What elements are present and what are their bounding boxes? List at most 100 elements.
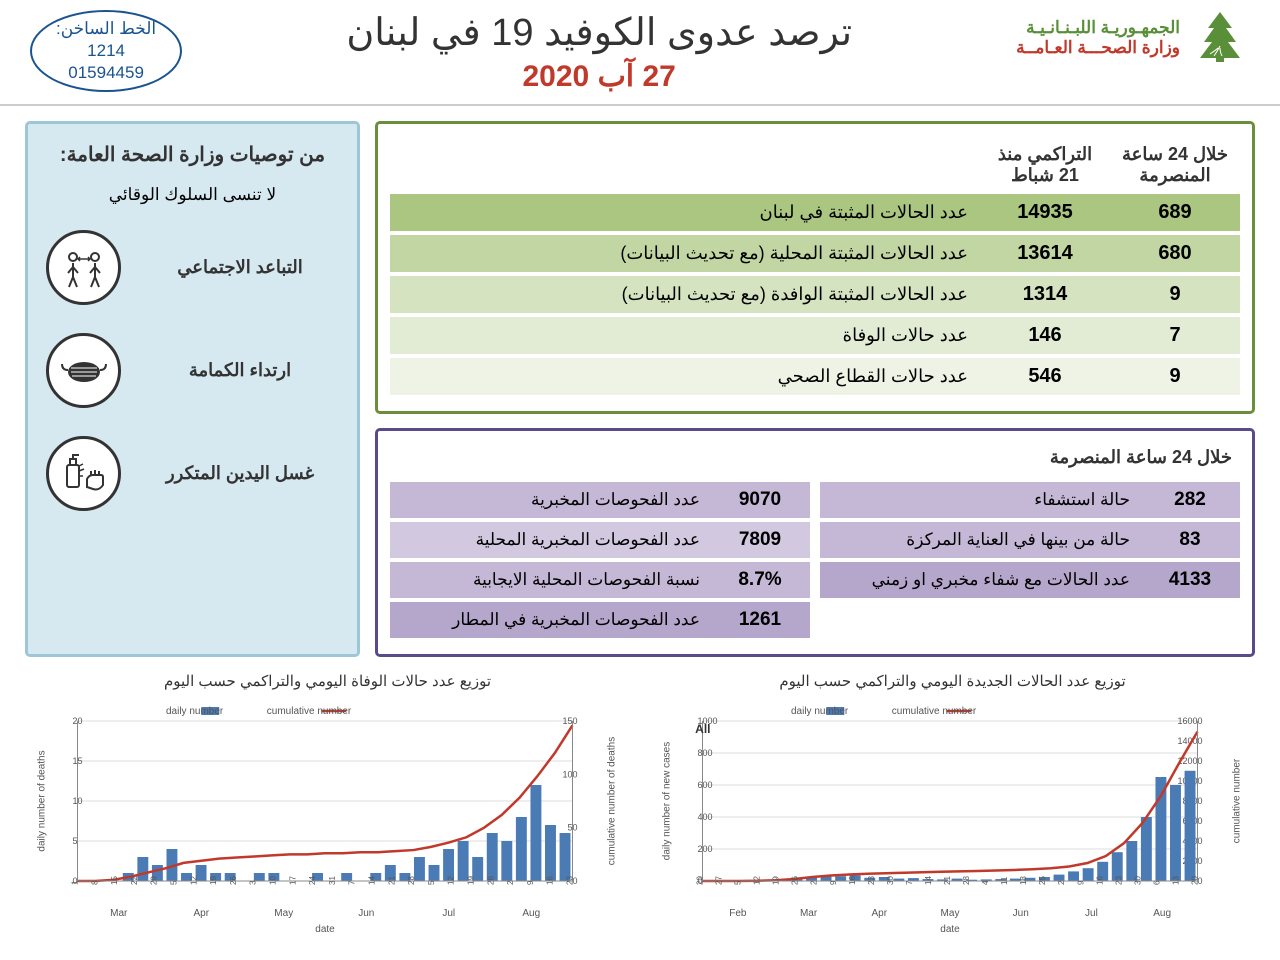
svg-text:daily number: daily number bbox=[791, 706, 849, 717]
svg-text:13: 13 bbox=[1171, 876, 1180, 885]
report-date: 27 آب 2020 bbox=[182, 59, 1016, 94]
svg-text:20: 20 bbox=[696, 876, 705, 885]
svg-text:28: 28 bbox=[407, 876, 416, 885]
svg-text:18: 18 bbox=[1019, 876, 1028, 885]
svg-text:19: 19 bbox=[772, 876, 781, 885]
val-24h: 680 bbox=[1110, 235, 1240, 272]
logo-text-line1: الجمهـوريـة اللبـنـانـيـة bbox=[1016, 18, 1180, 38]
svg-text:30: 30 bbox=[886, 876, 895, 885]
svg-text:6: 6 bbox=[1152, 880, 1161, 885]
val-24h: 9 bbox=[1110, 358, 1240, 395]
svg-text:3: 3 bbox=[249, 880, 258, 885]
svg-text:23: 23 bbox=[867, 876, 876, 885]
purple-row: 1261عدد الفحوصات المخبرية في المطار bbox=[390, 602, 810, 638]
svg-text:23: 23 bbox=[566, 876, 575, 885]
mask-icon bbox=[46, 333, 121, 408]
svg-text:21: 21 bbox=[387, 876, 396, 885]
svg-text:27: 27 bbox=[715, 876, 724, 885]
svg-text:26: 26 bbox=[791, 876, 800, 885]
purple-val: 9070 bbox=[710, 482, 810, 518]
svg-text:12: 12 bbox=[753, 876, 762, 885]
logo-block: الجمهـوريـة اللبـنـانـيـة وزارة الصحـــة… bbox=[1016, 10, 1250, 65]
svg-text:5: 5 bbox=[170, 880, 179, 885]
val-cum: 13614 bbox=[980, 235, 1110, 272]
col-cum: التراكمي منذ 21 شباط bbox=[980, 140, 1110, 190]
svg-text:2: 2 bbox=[1057, 880, 1066, 885]
val-24h: 689 bbox=[1110, 194, 1240, 231]
reco-item: ارتداء الكمامة bbox=[46, 333, 339, 408]
svg-text:12: 12 bbox=[189, 876, 198, 885]
charts-row: توزيع عدد الحالات الجديدة اليومي والتراك… bbox=[0, 672, 1280, 936]
page-title: ترصد عدوى الكوفيد 19 في لبنان bbox=[182, 10, 1016, 55]
svg-text:Mar: Mar bbox=[800, 908, 818, 919]
svg-text:100: 100 bbox=[562, 769, 577, 779]
svg-text:Apr: Apr bbox=[872, 908, 888, 919]
purple-label: نسبة الفحوصات المحلية الايجابية bbox=[390, 562, 710, 598]
hotline-label: الخط الساخن: bbox=[56, 18, 156, 40]
val-24h: 9 bbox=[1110, 276, 1240, 313]
svg-text:200: 200 bbox=[698, 844, 713, 854]
purple-label: عدد الفحوصات المخبرية في المطار bbox=[390, 602, 710, 638]
stat-label: عدد الحالات المثبتة الوافدة (مع تحديث ال… bbox=[390, 276, 980, 313]
svg-text:26: 26 bbox=[229, 876, 238, 885]
val-cum: 1314 bbox=[980, 276, 1110, 313]
purple-val: 1261 bbox=[710, 602, 810, 638]
svg-text:date: date bbox=[315, 924, 335, 935]
reco-item: غسل اليدين المتكرر bbox=[46, 436, 339, 511]
val-cum: 14935 bbox=[980, 194, 1110, 231]
svg-text:daily number: daily number bbox=[166, 706, 224, 717]
handwash-icon bbox=[46, 436, 121, 511]
svg-text:cumulative number: cumulative number bbox=[267, 706, 352, 717]
svg-text:2: 2 bbox=[506, 880, 515, 885]
purple-val: 282 bbox=[1140, 482, 1240, 518]
purple-val: 4133 bbox=[1140, 562, 1240, 598]
svg-text:7: 7 bbox=[905, 880, 914, 885]
reco-label: ارتداء الكمامة bbox=[141, 360, 339, 381]
svg-text:date: date bbox=[940, 924, 960, 935]
svg-text:21: 21 bbox=[943, 876, 952, 885]
svg-text:2: 2 bbox=[810, 880, 819, 885]
svg-text:28: 28 bbox=[962, 876, 971, 885]
svg-text:May: May bbox=[941, 908, 960, 919]
svg-text:1: 1 bbox=[71, 880, 80, 885]
hotline-number-2: 01594459 bbox=[56, 62, 156, 84]
reco-label: التباعد الاجتماعي bbox=[141, 257, 339, 278]
reco-label: غسل اليدين المتكرر bbox=[141, 463, 339, 484]
svg-text:800: 800 bbox=[698, 748, 713, 758]
svg-text:10: 10 bbox=[269, 876, 278, 885]
svg-text:Jul: Jul bbox=[442, 908, 455, 919]
svg-text:29: 29 bbox=[150, 876, 159, 885]
purple-panel-title: خلال 24 ساعة المنصرمة bbox=[390, 443, 1240, 478]
purple-row: 7809عدد الفحوصات المخبرية المحلية bbox=[390, 522, 810, 558]
chart-deaths-title: توزيع عدد حالات الوفاة اليومي والتراكمي … bbox=[25, 672, 630, 690]
stats-panel-green: خلال 24 ساعة المنصرمةالتراكمي منذ 21 شبا… bbox=[375, 121, 1255, 414]
svg-text:9: 9 bbox=[1076, 880, 1085, 885]
svg-text:20: 20 bbox=[1191, 876, 1200, 885]
svg-text:14: 14 bbox=[368, 876, 377, 885]
stat-row: 9546عدد حالات القطاع الصحي bbox=[390, 358, 1240, 395]
stat-label: عدد حالات القطاع الصحي bbox=[390, 358, 980, 395]
purple-val: 83 bbox=[1140, 522, 1240, 558]
svg-text:17: 17 bbox=[288, 876, 297, 885]
stats-panel-purple: خلال 24 ساعة المنصرمة 282حالة استشفاء83ح… bbox=[375, 428, 1255, 657]
stat-label: عدد الحالات المثبتة المحلية (مع تحديث ال… bbox=[390, 235, 980, 272]
svg-text:30: 30 bbox=[1133, 876, 1142, 885]
chart-deaths: 0510152005010015018152229512192631017243… bbox=[25, 696, 630, 936]
svg-text:daily number of new cases: daily number of new cases bbox=[662, 742, 673, 860]
svg-text:25: 25 bbox=[1038, 876, 1047, 885]
header: الجمهـوريـة اللبـنـانـيـة وزارة الصحـــة… bbox=[0, 0, 1280, 106]
col-24h: خلال 24 ساعة المنصرمة bbox=[1110, 140, 1240, 190]
svg-text:5: 5 bbox=[427, 880, 436, 885]
cedar-logo-icon bbox=[1190, 10, 1250, 65]
purple-label: عدد الحالات مع شفاء مخبري او زمني bbox=[820, 562, 1140, 598]
svg-text:400: 400 bbox=[698, 812, 713, 822]
val-cum: 146 bbox=[980, 317, 1110, 354]
svg-text:150: 150 bbox=[562, 716, 577, 726]
svg-text:31: 31 bbox=[328, 876, 337, 885]
purple-row: 4133عدد الحالات مع شفاء مخبري او زمني bbox=[820, 562, 1240, 598]
reco-title: من توصيات وزارة الصحة العامة: bbox=[46, 142, 339, 167]
purple-row: 8.7%نسبة الفحوصات المحلية الايجابية bbox=[390, 562, 810, 598]
purple-label: حالة من بينها في العناية المركزة bbox=[820, 522, 1140, 558]
stat-row: 7146عدد حالات الوفاة bbox=[390, 317, 1240, 354]
svg-text:12: 12 bbox=[447, 876, 456, 885]
